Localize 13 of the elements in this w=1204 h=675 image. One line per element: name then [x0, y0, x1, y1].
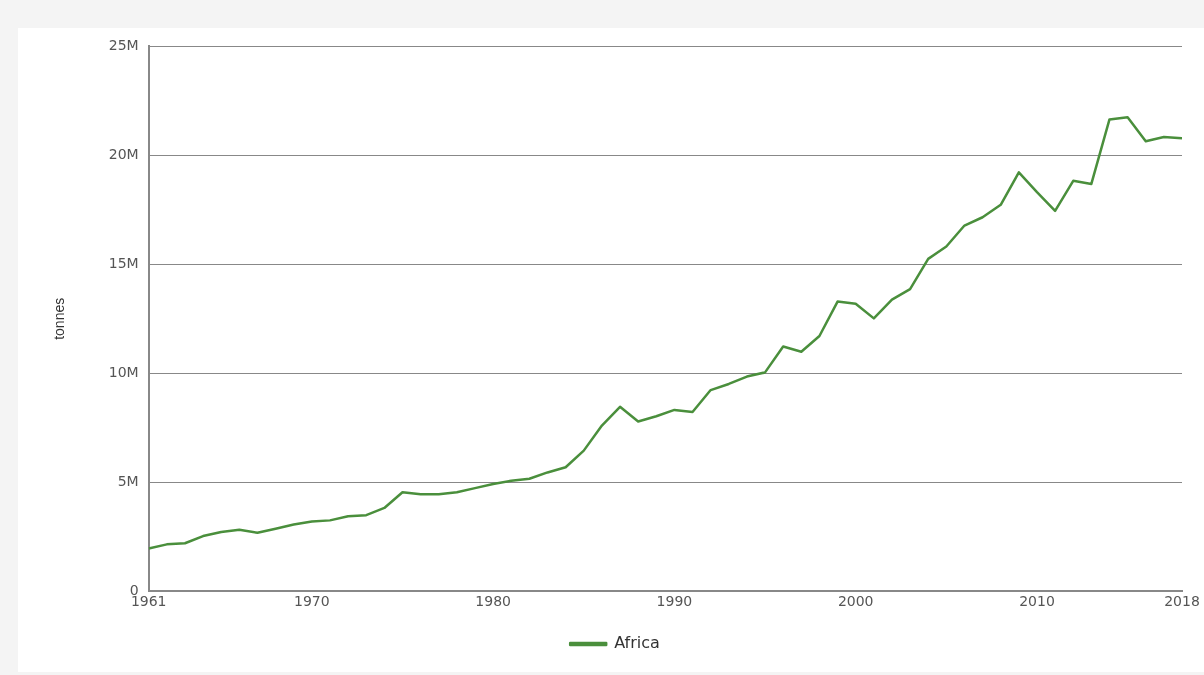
x-tick-label: 1980 [475, 593, 511, 610]
y-tick-label: 25M [108, 37, 139, 54]
x-tick-label: 1970 [294, 593, 330, 610]
y-tick-label: 20M [108, 146, 139, 162]
x-tick-label: 2010 [1019, 593, 1055, 610]
y-tick-label: 15M [108, 254, 139, 271]
y-tick-label: 5M [117, 472, 139, 489]
y-tick-label: 10M [108, 363, 139, 380]
x-tick-label: 2000 [837, 593, 874, 610]
legend-label: Africa [614, 633, 660, 653]
x-tick-label: 1990 [656, 593, 693, 610]
x-tick-label: 2018 [1164, 593, 1200, 610]
y-axis-title: tonnes [51, 297, 68, 340]
